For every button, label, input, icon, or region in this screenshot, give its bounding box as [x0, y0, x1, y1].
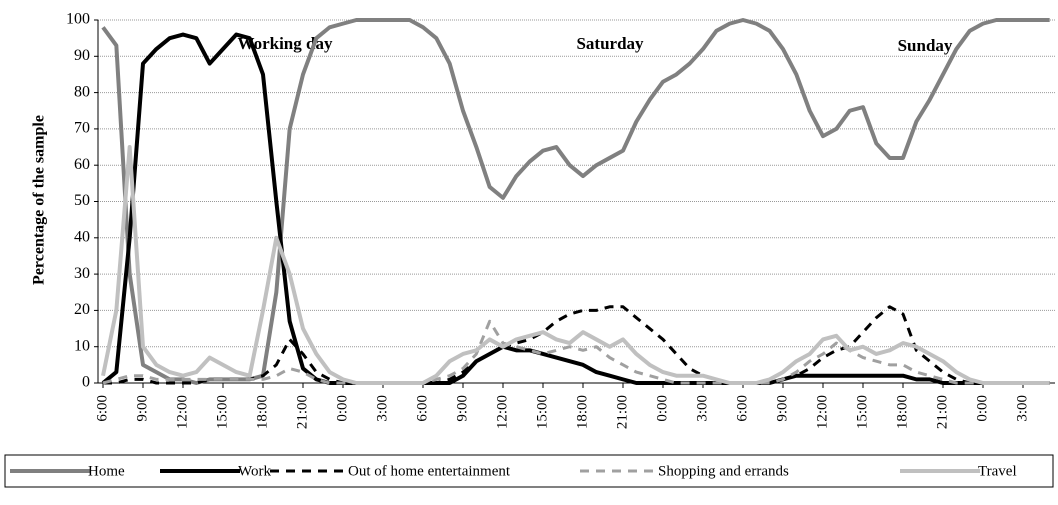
x-tick-label: 18:00	[574, 395, 590, 429]
y-tick-label: 70	[74, 120, 90, 137]
y-tick-label: 50	[74, 192, 90, 209]
x-tick-label: 12:00	[494, 395, 510, 429]
legend-label: Work	[238, 463, 271, 479]
x-tick-label: 9:00	[134, 395, 150, 422]
y-axis-label: Percentage of the sample	[31, 115, 48, 285]
series-line	[103, 305, 1050, 385]
series-line	[101, 18, 1050, 385]
x-tick-label: 9:00	[454, 395, 470, 422]
x-tick-label: 15:00	[214, 395, 230, 429]
series-line	[102, 319, 1050, 385]
x-tick-label: 15:00	[854, 395, 870, 429]
x-tick-label: 12:00	[814, 395, 830, 429]
x-tick-label: 9:00	[774, 395, 790, 422]
x-tick-label: 18:00	[894, 395, 910, 429]
x-tick-label: 3:00	[694, 395, 710, 422]
y-tick-label: 100	[66, 11, 90, 28]
x-tick-label: 21:00	[614, 395, 630, 429]
y-tick-label: 90	[74, 47, 90, 64]
y-tick-label: 80	[74, 83, 90, 100]
x-tick-label: 21:00	[294, 395, 310, 429]
y-tick-label: 60	[74, 156, 90, 173]
annotation: Sunday	[898, 36, 953, 55]
series-line	[101, 32, 1050, 385]
x-tick-label: 6:00	[414, 395, 430, 422]
x-tick-label: 18:00	[254, 395, 270, 429]
y-tick-label: 20	[74, 301, 90, 318]
legend-box	[4, 454, 1054, 488]
y-tick-label: 30	[74, 265, 90, 282]
annotation: Working day	[238, 34, 333, 53]
legend-label: Home	[88, 463, 125, 479]
x-tick-label: 15:00	[534, 395, 550, 429]
legend-label: Travel	[978, 463, 1017, 479]
x-tick-label: 6:00	[734, 395, 750, 422]
x-tick-label: 12:00	[174, 395, 190, 429]
x-tick-label: 0:00	[654, 395, 670, 422]
x-tick-label: 0:00	[974, 395, 990, 422]
y-tick-label: 40	[74, 228, 90, 245]
x-tick-label: 6:00	[94, 395, 110, 422]
legend-label: Shopping and errands	[658, 463, 789, 479]
legend-label: Out of home entertainment	[348, 463, 511, 479]
x-tick-label: 0:00	[334, 395, 350, 422]
annotation: Saturday	[576, 34, 644, 53]
x-tick-label: 3:00	[1014, 395, 1030, 422]
x-tick-label: 3:00	[374, 395, 390, 422]
x-tick-label: 21:00	[934, 395, 950, 429]
y-tick-label: 0	[82, 374, 90, 391]
y-tick-label: 10	[74, 337, 90, 354]
series-line	[101, 145, 1050, 385]
